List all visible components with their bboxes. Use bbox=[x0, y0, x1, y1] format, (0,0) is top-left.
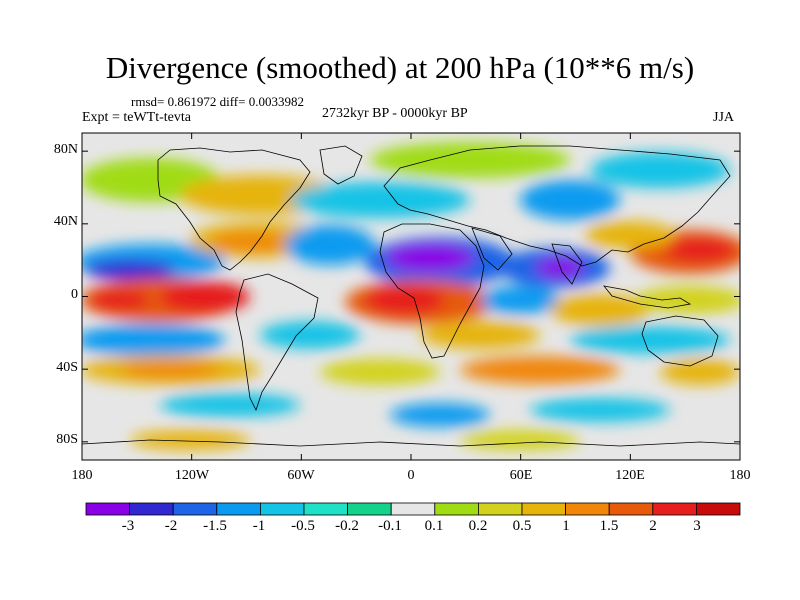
y-tick-label-0: 0 bbox=[71, 287, 78, 302]
colorbar-swatch bbox=[259, 502, 305, 516]
colorbar-swatch bbox=[521, 502, 566, 516]
colorbar-label: 1 bbox=[562, 518, 570, 534]
x-tick-label-120e: 120E bbox=[615, 468, 645, 483]
colorbar-label: -1.5 bbox=[203, 518, 227, 534]
rmsd-diff-stats: rmsd= 0.861972 diff= 0.0033982 bbox=[131, 94, 304, 109]
x-tick-label-120w: 120W bbox=[174, 468, 210, 483]
colorbar-swatch bbox=[477, 502, 523, 516]
chart-title: Divergence (smoothed) at 200 hPa (10**6 … bbox=[105, 50, 695, 85]
colorbar-label: -1 bbox=[252, 518, 266, 534]
coast-antarctica bbox=[82, 439, 740, 447]
colorbar-label: -0.5 bbox=[291, 518, 315, 534]
colorbar-swatch bbox=[347, 502, 392, 516]
x-tick-label-60w: 60W bbox=[287, 468, 315, 483]
colorbar-swatch bbox=[216, 502, 261, 516]
colorbar-label: 0.5 bbox=[512, 518, 532, 534]
colorbar-label: 3 bbox=[693, 518, 701, 534]
season-label: JJA bbox=[713, 110, 735, 125]
y-tick-label-80n: 80N bbox=[53, 142, 78, 157]
coast-eurasia bbox=[383, 145, 731, 267]
colorbar-swatch bbox=[652, 502, 697, 516]
colorbar-swatch bbox=[172, 502, 218, 516]
coast-north-america bbox=[157, 147, 311, 271]
coast-arabia bbox=[471, 227, 513, 271]
x-tick-label-0: 0 bbox=[407, 468, 415, 483]
colorbar-label: -0.2 bbox=[335, 518, 359, 534]
colorbar-swatch bbox=[85, 502, 130, 516]
colorbar-swatch bbox=[390, 502, 436, 516]
colorbar-swatch bbox=[129, 502, 174, 516]
colorbar-label: -0.1 bbox=[378, 518, 402, 534]
colorbar-label: -3 bbox=[121, 518, 135, 534]
period-label: 2732kyr BP - 0000kyr BP bbox=[322, 106, 468, 121]
axis-ticks bbox=[81, 133, 741, 460]
x-tick-label-180w: 180 bbox=[71, 468, 93, 483]
colorbar-label: 0.2 bbox=[468, 518, 488, 534]
colorbar-swatch bbox=[696, 502, 741, 516]
colorbar-label: 1.5 bbox=[599, 518, 619, 534]
x-tick-label-60e: 60E bbox=[509, 468, 533, 483]
coast-india bbox=[551, 243, 583, 285]
coast-greenland bbox=[319, 145, 363, 185]
colorbar-swatch bbox=[434, 502, 479, 516]
coastlines bbox=[82, 145, 740, 447]
colorbar-label: 2 bbox=[649, 518, 657, 534]
colorbar-label: 0.1 bbox=[424, 518, 444, 534]
coast-australia bbox=[641, 315, 719, 367]
x-tick-label-180e: 180 bbox=[729, 468, 751, 483]
y-tick-label-40s: 40S bbox=[56, 360, 78, 375]
coast-africa bbox=[379, 223, 485, 359]
coast-south-america bbox=[235, 273, 319, 412]
colorbar-label: -2 bbox=[164, 518, 178, 534]
y-tick-label-40n: 40N bbox=[53, 214, 78, 229]
divergence-field bbox=[82, 142, 740, 450]
colorbar-swatch bbox=[565, 502, 610, 516]
coast-indonesia bbox=[603, 285, 692, 309]
y-tick-label-80s: 80S bbox=[56, 432, 78, 447]
colorbar-swatch bbox=[608, 502, 654, 516]
experiment-label: Expt = teWTt-tevta bbox=[82, 110, 191, 125]
colorbar bbox=[85, 502, 741, 516]
colorbar-swatch bbox=[303, 502, 348, 516]
